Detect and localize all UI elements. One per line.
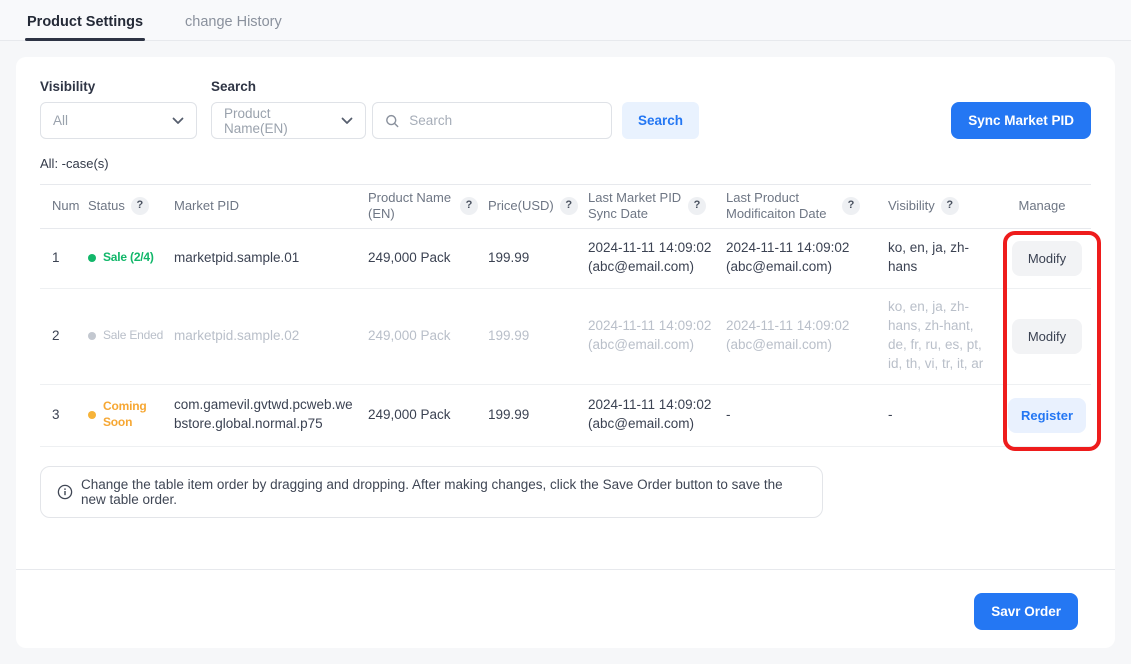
product-name: 249,000 Pack [368,406,451,422]
table-row[interactable]: 1 Sale (2/4) marketpid.sample.01 249,000… [40,229,1091,289]
content-card: Visibility All Search Product Name(EN) S… [16,57,1115,648]
help-icon[interactable]: ? [688,197,706,216]
sync-market-pid-button[interactable]: Sync Market PID [951,102,1091,139]
market-pid: marketpid.sample.01 [174,249,300,265]
drag-drop-notice: Change the table item order by dragging … [40,465,823,518]
price: 199.99 [488,327,530,343]
last-sync-date: 2024-11-11 14:09:02 (abc@email.com) [588,397,712,431]
col-header-status: Status? [88,192,174,220]
market-pid: marketpid.sample.02 [174,327,300,343]
col-header-manage: Manage [1018,198,1066,214]
visibility-filter: Visibility All [40,79,197,139]
tab-product-settings[interactable]: Product Settings [25,4,146,41]
market-pid: com.gamevil.gvtwd.pcweb.webstore.global.… [174,397,353,431]
filter-bar: Visibility All Search Product Name(EN) S… [40,79,1091,139]
visibility-label: Visibility [40,79,96,94]
status-badge: Sale Ended [88,328,174,344]
product-table: Num Status? Market PID Product Name (EN)… [40,184,1091,447]
row-num: 1 [52,249,60,265]
last-sync-date: 2024-11-11 14:09:02 (abc@email.com) [588,318,712,352]
col-header-price: Price(USD)? [488,192,588,220]
search-input[interactable] [407,112,599,129]
status-dot-icon [88,411,96,419]
help-icon[interactable]: ? [842,197,860,216]
notice-text: Change the table item order by dragging … [81,476,783,507]
col-header-visibility: Visibility? [888,192,1003,220]
product-name: 249,000 Pack [368,249,451,265]
product-name: 249,000 Pack [368,327,451,343]
status-badge: Coming Soon [88,399,174,430]
last-mod-date: 2024-11-11 14:09:02 (abc@email.com) [726,240,850,274]
status-label: Sale Ended [103,328,164,343]
manage-cell: Modify [1003,233,1091,284]
status-label: Coming Soon [103,399,147,429]
footer-divider [16,568,1115,570]
visibility-langs: ko, en, ja, zh-hans [888,240,970,274]
status-dot-icon [88,332,96,340]
table-row[interactable]: 3 Coming Soon com.gamevil.gvtwd.pcweb.we… [40,385,1091,447]
col-header-last-sync: Last Market PID Sync Date? [588,185,726,228]
register-button[interactable]: Register [1007,397,1087,433]
save-order-button[interactable]: Savr Order [974,592,1078,630]
visibility-select-value: All [53,113,69,128]
last-sync-date: 2024-11-11 14:09:02 (abc@email.com) [588,240,712,274]
search-type-select[interactable]: Product Name(EN) [211,102,366,139]
help-icon[interactable]: ? [559,197,578,216]
search-button[interactable]: Search [622,102,700,139]
search-icon [386,114,399,127]
chevron-down-icon [341,117,353,124]
col-header-product-name: Product Name (EN)? [368,185,488,228]
help-icon[interactable]: ? [130,197,149,216]
col-header-market-pid: Market PID [174,198,240,214]
case-count: All: -case(s) [40,156,109,171]
col-header-num: Num [52,198,80,214]
last-mod-date: 2024-11-11 14:09:02 (abc@email.com) [726,318,850,352]
modify-button[interactable]: Modify [1011,240,1083,276]
tab-bar: Product Settings change History [0,0,1131,41]
modify-button[interactable]: Modify [1011,318,1083,354]
table-header-row: Num Status? Market PID Product Name (EN)… [40,184,1091,229]
search-label: Search [211,79,257,94]
status-label: Sale (2/4) [103,250,154,265]
visibility-select[interactable]: All [40,102,197,139]
footer-actions: Savr Order [40,570,1091,630]
row-num: 3 [52,406,60,422]
tab-change-history[interactable]: change History [185,14,282,30]
price: 199.99 [488,249,530,265]
col-header-last-mod: Last Product Modificaiton Date? [726,185,888,228]
table-row[interactable]: 2 Sale Ended marketpid.sample.02 249,000… [40,289,1091,385]
visibility-langs: ko, en, ja, zh-hans, zh-hant, de, fr, ru… [888,299,984,371]
last-mod-date: - [726,406,731,422]
help-icon[interactable]: ? [460,197,478,216]
help-icon[interactable]: ? [940,197,959,216]
chevron-down-icon [172,117,184,124]
manage-cell: Register [1003,390,1091,441]
price: 199.99 [488,406,530,422]
visibility-langs: - [888,406,893,422]
search-filter: Search Product Name(EN) Search [211,79,700,139]
search-type-value: Product Name(EN) [224,105,288,136]
status-dot-icon [88,254,96,262]
row-num: 2 [52,327,60,343]
manage-cell: Modify [1003,311,1091,362]
status-badge: Sale (2/4) [88,250,174,266]
info-icon [57,484,73,499]
search-input-wrap [372,102,612,139]
